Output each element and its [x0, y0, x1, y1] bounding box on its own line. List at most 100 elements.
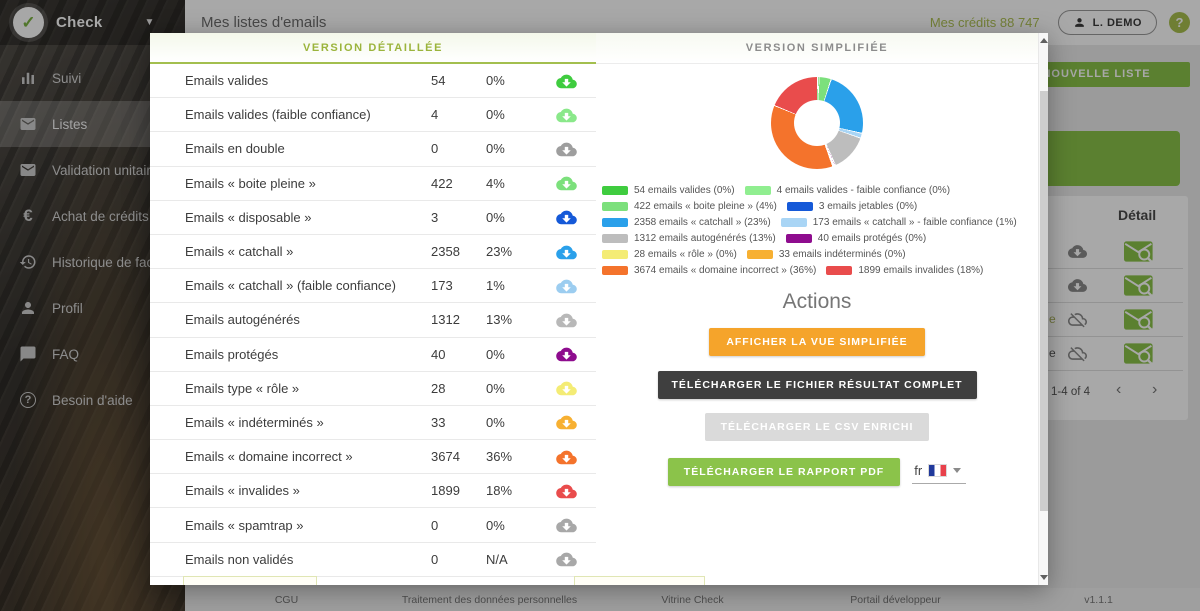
- scrollbar-thumb[interactable]: [1040, 91, 1048, 511]
- row-count: 40: [431, 346, 446, 362]
- row-count: 3: [431, 209, 439, 225]
- sidebar-item-profil[interactable]: Profil: [0, 285, 185, 331]
- cloud-download-icon[interactable]: [536, 72, 596, 90]
- footer-link-vitrine[interactable]: Vitrine Check: [661, 593, 724, 606]
- cloud-download-icon[interactable]: [536, 243, 596, 261]
- user-menu-button[interactable]: L. DEMO: [1057, 10, 1157, 35]
- cloud-download-icon[interactable]: [536, 140, 596, 158]
- person-icon: [1074, 18, 1084, 27]
- footer-link-portail[interactable]: Portail développeur: [850, 593, 941, 606]
- legend-swatch: [785, 233, 812, 243]
- cloud-download-icon[interactable]: [536, 345, 596, 363]
- row-label: Emails « disposable »: [185, 209, 312, 225]
- cloud-download-icon[interactable]: [536, 550, 596, 568]
- row-divider: [1030, 336, 1183, 337]
- legend-row: 422 emails « boite pleine » (4%) 3 email…: [602, 198, 1038, 214]
- show-simplified-view-button[interactable]: AFFICHER LA VUE SIMPLIFIÉE: [709, 328, 925, 356]
- table-row: Emails non validés 0 N/A: [150, 543, 596, 577]
- row-percent: 0%: [486, 517, 505, 533]
- cloud-download-icon[interactable]: [1066, 242, 1089, 261]
- legend-row: 28 emails « rôle » (0%) 33 emails indéte…: [602, 246, 1038, 262]
- detail-column-header: Détail: [1118, 207, 1157, 223]
- row-label: Emails valides (faible confiance): [185, 107, 371, 123]
- legend-swatch: [780, 217, 807, 227]
- row-count: 0: [431, 517, 439, 533]
- row-count: 3674: [431, 449, 460, 465]
- row-percent: 0%: [486, 346, 505, 362]
- scroll-down-icon[interactable]: [1040, 575, 1048, 580]
- row-percent: 0%: [486, 141, 505, 157]
- row-percent: 4%: [486, 175, 505, 191]
- row-percent: 18%: [486, 483, 513, 499]
- sidebar-item-besoin-daide[interactable]: ? Besoin d'aide: [0, 377, 185, 423]
- pagination-next-icon[interactable]: ›: [1152, 381, 1158, 398]
- row-count: 173: [431, 278, 453, 294]
- euro-icon: €: [23, 206, 33, 225]
- sidebar-item-suivi[interactable]: Suivi: [0, 55, 185, 101]
- language-select[interactable]: fr: [912, 460, 967, 484]
- cloud-download-icon[interactable]: [536, 106, 596, 124]
- cloud-download-icon[interactable]: [536, 516, 596, 534]
- row-label: Emails « boite pleine »: [185, 175, 316, 191]
- legend-label: 40 emails protégés (0%): [817, 232, 927, 244]
- view-detail-icon[interactable]: [1124, 239, 1155, 264]
- view-detail-icon[interactable]: [1124, 341, 1155, 366]
- help-button[interactable]: ?: [1169, 12, 1190, 33]
- cloud-download-icon[interactable]: [536, 174, 596, 192]
- row-label: Emails « indéterminés »: [185, 414, 324, 430]
- cloud-off-icon: [1066, 344, 1089, 363]
- detailed-panel: VERSION DÉTAILLÉE Emails valides 54 0% E…: [150, 33, 596, 585]
- scroll-up-icon[interactable]: [1040, 38, 1048, 43]
- status-text-fragment: e: [1049, 346, 1056, 360]
- donut-hole: [794, 100, 840, 146]
- tab-version-detaillee[interactable]: VERSION DÉTAILLÉE: [150, 33, 596, 64]
- footer-link-cgu[interactable]: CGU: [274, 593, 299, 606]
- results-table: Emails valides 54 0% Emails valides (fai…: [150, 64, 596, 577]
- donut-chart: [771, 77, 863, 169]
- sidebar-item-validation-unitaire[interactable]: Validation unitaire: [0, 147, 185, 193]
- cloud-off-icon: [1066, 310, 1089, 329]
- sidebar-item-achat-credits[interactable]: € Achat de crédits: [0, 193, 185, 239]
- download-pdf-report-button[interactable]: TÉLÉCHARGER LE RAPPORT PDF: [667, 458, 901, 486]
- legend-swatch: [602, 233, 628, 243]
- tab-version-simplifiee[interactable]: VERSION SIMPLIFIÉE: [596, 33, 1038, 64]
- row-percent: 0%: [486, 380, 505, 396]
- sidebar-item-label: Suivi: [52, 70, 82, 86]
- chat-bubble-icon: [18, 344, 38, 364]
- legend-row: 1312 emails autogénérés (13%) 40 emails …: [602, 230, 1038, 246]
- table-row: Emails « boite pleine » 422 4%: [150, 167, 596, 201]
- sidebar-item-faq[interactable]: FAQ: [0, 331, 185, 377]
- download-enriched-csv-button[interactable]: TÉLÉCHARGER LE CSV ENRICHI: [704, 413, 930, 441]
- cloud-download-icon[interactable]: [536, 482, 596, 500]
- legend-swatch: [602, 201, 628, 211]
- status-text-fragment: e: [1049, 312, 1056, 326]
- cloud-download-icon[interactable]: [536, 413, 596, 431]
- legend-row: 54 emails valides (0%) 4 emails valides …: [602, 182, 1038, 198]
- cloud-download-icon[interactable]: [536, 379, 596, 397]
- actions-title: Actions: [782, 290, 852, 313]
- cloud-download-icon[interactable]: [536, 448, 596, 466]
- row-count: 0: [431, 141, 439, 157]
- person-icon: [18, 298, 38, 318]
- cloud-download-icon[interactable]: [536, 311, 596, 329]
- chevron-down-icon: ▼: [144, 17, 155, 28]
- table-row: Emails « spamtrap » 0 0%: [150, 508, 596, 543]
- pagination-prev-icon[interactable]: ‹: [1116, 381, 1122, 398]
- row-label: Emails « spamtrap »: [185, 517, 304, 533]
- row-count: 1312: [431, 312, 460, 328]
- cloud-download-icon[interactable]: [536, 208, 596, 226]
- clipped-button[interactable]: [183, 576, 317, 585]
- modal-scrollbar[interactable]: [1038, 33, 1048, 585]
- view-detail-icon[interactable]: [1124, 273, 1155, 298]
- row-percent: 0%: [486, 414, 505, 430]
- app-name: Check: [56, 14, 103, 31]
- cloud-download-icon[interactable]: [536, 277, 596, 295]
- cloud-download-icon[interactable]: [1066, 276, 1089, 295]
- legend-label: 4 emails valides - faible confiance (0%): [776, 184, 951, 196]
- clipped-button[interactable]: [574, 576, 705, 585]
- legend-label: 3674 emails « domaine incorrect » (36%): [634, 264, 817, 276]
- view-detail-icon[interactable]: [1124, 307, 1155, 332]
- chevron-down-icon: [953, 468, 962, 473]
- download-full-result-button[interactable]: TÉLÉCHARGER LE FICHIER RÉSULTAT COMPLET: [657, 371, 977, 399]
- footer-link-donnees[interactable]: Traitement des données personnelles: [401, 593, 578, 606]
